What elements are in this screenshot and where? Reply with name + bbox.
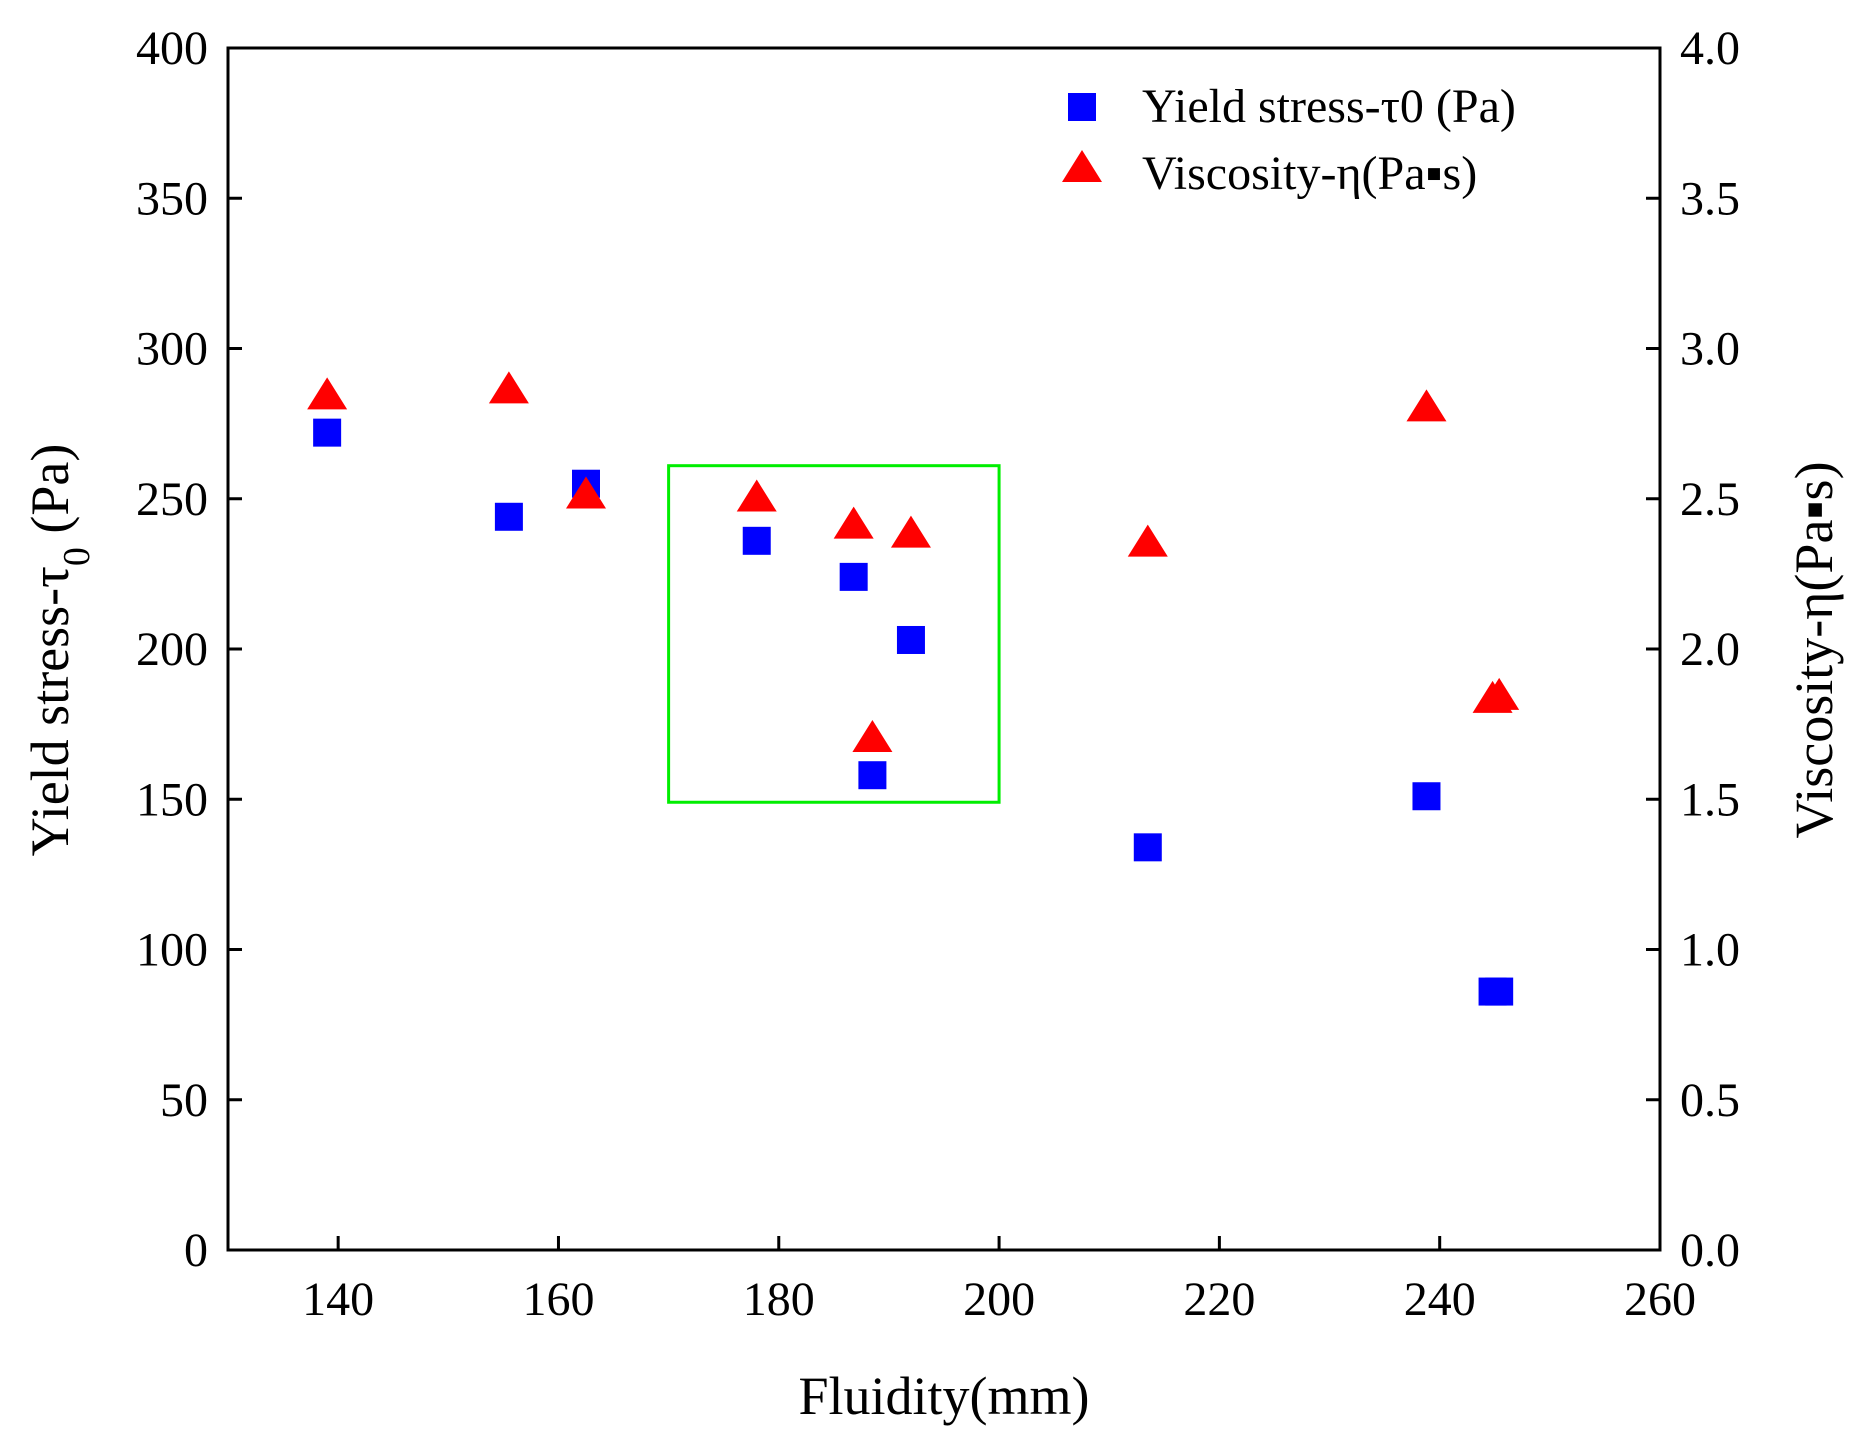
y-left-tick-label-5: 250 xyxy=(136,473,208,526)
legend-label-yield-stress: Yield stress-τ0 (Pa) xyxy=(1142,80,1516,133)
y-left-axis-title-unit: (Pa) xyxy=(20,444,80,547)
y-right-tick-label-0: 0.0 xyxy=(1680,1224,1740,1277)
y-right-tick-label-8: 4.0 xyxy=(1680,22,1740,75)
y-right-tick-labels: 0.0 0.5 1.0 1.5 2.0 2.5 3.0 3.5 4.0 xyxy=(1680,22,1740,1277)
yield-stress-point-1 xyxy=(494,502,523,531)
yield-stress-point-8 xyxy=(1412,782,1441,811)
y-left-tick-labels: 0 50 100 150 200 250 300 350 400 xyxy=(136,22,208,1277)
legend: Yield stress-τ0 (Pa) Viscosity-η(Pa▪s) xyxy=(1062,80,1516,200)
legend-marker-yield-stress xyxy=(1068,93,1096,121)
y-left-tick-label-4: 200 xyxy=(136,623,208,676)
y-left-axis-title-main: Yield stress-τ xyxy=(20,566,80,856)
x-tick-labels: 140 160 180 200 220 240 260 xyxy=(302,1273,1696,1326)
x-tick-label-3: 200 xyxy=(963,1273,1035,1326)
viscosity-point-6 xyxy=(890,515,931,548)
yield-stress-point-10 xyxy=(1485,977,1514,1006)
viscosity-point-3 xyxy=(736,479,777,512)
plot-frame xyxy=(226,46,1662,1252)
viscosity-point-4 xyxy=(833,506,874,539)
y-right-tick-label-4: 2.0 xyxy=(1680,623,1740,676)
x-tick-label-1: 160 xyxy=(522,1273,594,1326)
x-tick-label-5: 240 xyxy=(1404,1273,1476,1326)
y-right-tick-label-3: 1.5 xyxy=(1680,773,1740,826)
y-left-tick-label-8: 400 xyxy=(136,22,208,75)
y-right-tick-label-5: 2.5 xyxy=(1680,473,1740,526)
legend-label-viscosity: Viscosity-η(Pa▪s) xyxy=(1142,147,1477,200)
viscosity-point-7 xyxy=(1127,524,1168,557)
x-tick-label-2: 180 xyxy=(743,1273,815,1326)
y-left-tick-label-3: 150 xyxy=(136,773,208,826)
yield-stress-point-4 xyxy=(839,562,868,591)
viscosity-point-0 xyxy=(307,377,348,410)
viscosity-point-1 xyxy=(488,371,529,404)
viscosity-point-8 xyxy=(1406,389,1447,422)
data-points xyxy=(307,371,1520,1006)
highlight-box xyxy=(667,464,1001,804)
yield-stress-point-5 xyxy=(858,761,887,790)
y-left-tick-label-2: 100 xyxy=(136,924,208,977)
y-left-tick-label-1: 50 xyxy=(160,1074,208,1127)
y-left-tick-label-7: 350 xyxy=(136,172,208,225)
y-right-tick-label-6: 3.0 xyxy=(1680,323,1740,376)
y-right-tick-label-2: 1.0 xyxy=(1680,924,1740,977)
viscosity-point-10 xyxy=(1479,677,1520,710)
y-left-tick-label-6: 300 xyxy=(136,323,208,376)
y-left-axis-title: Yield stress-τ0 (Pa) xyxy=(20,444,98,857)
x-tick-label-0: 140 xyxy=(302,1273,374,1326)
legend-marker-viscosity xyxy=(1062,150,1102,182)
yield-stress-point-7 xyxy=(1133,833,1162,862)
y-right-axis-title: Viscosity-η(Pa▪s) xyxy=(1784,461,1844,838)
y-left-axis-title-subscript: 0 xyxy=(56,547,98,566)
x-tick-label-6: 260 xyxy=(1624,1273,1696,1326)
y-left-tick-label-0: 0 xyxy=(184,1224,208,1277)
yield-stress-point-6 xyxy=(896,625,925,654)
axis-ticks xyxy=(228,46,1662,1252)
x-axis-title: Fluidity(mm) xyxy=(798,1366,1089,1426)
y-right-tick-label-7: 3.5 xyxy=(1680,172,1740,225)
x-tick-label-4: 220 xyxy=(1183,1273,1255,1326)
yield-stress-point-0 xyxy=(313,418,342,447)
viscosity-point-2 xyxy=(566,476,606,509)
yield-stress-point-3 xyxy=(742,526,771,555)
y-right-tick-label-1: 0.5 xyxy=(1680,1074,1740,1127)
viscosity-point-5 xyxy=(852,719,893,752)
